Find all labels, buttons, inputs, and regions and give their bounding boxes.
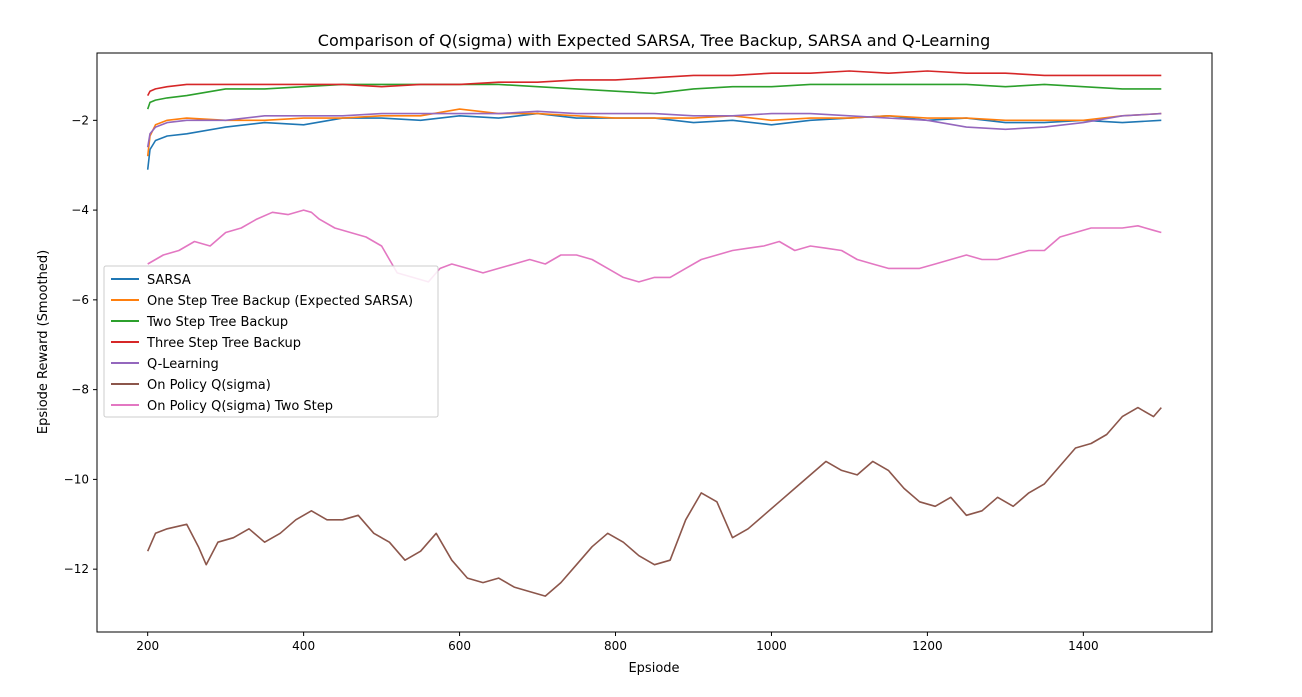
y-tick-label: −10	[64, 472, 89, 486]
y-axis-label: Epsiode Reward (Smoothed)	[36, 250, 51, 434]
x-tick-label: 1200	[912, 639, 943, 653]
y-tick-label: −6	[71, 293, 89, 307]
legend-label-1: One Step Tree Backup (Expected SARSA)	[147, 294, 413, 309]
series-line-4	[146, 110, 1162, 148]
legend-label-6: On Policy Q(sigma) Two Step	[147, 399, 333, 414]
ticks-layer: 200 400 600 800 1000 1200 1400 −12 −10 −8 −6 −4 −2	[64, 113, 1099, 653]
y-tick-label: −4	[71, 203, 89, 217]
series-line-3	[146, 70, 1162, 96]
x-tick-label: 1000	[756, 639, 787, 653]
x-tick-label: 1400	[1068, 639, 1099, 653]
legend-label-5: On Policy Q(sigma)	[147, 378, 271, 393]
series-line-6	[147, 209, 1162, 283]
legend-label-4: Q-Learning	[147, 357, 219, 372]
series-line-2	[146, 83, 1162, 110]
legend-label-2: Two Step Tree Backup	[146, 315, 288, 330]
y-tick-label: −2	[71, 113, 89, 127]
legend-box	[103, 265, 439, 418]
x-axis-label: Epsiode	[628, 661, 679, 676]
legend-label-0: SARSA	[147, 273, 191, 288]
x-tick-label: 400	[292, 639, 315, 653]
legend-label-3: Three Step Tree Backup	[146, 336, 301, 351]
chart-title: Comparison of Q(sigma) with Expected SAR…	[318, 31, 990, 50]
x-tick-label: 800	[604, 639, 627, 653]
series-line-5	[146, 406, 1162, 597]
y-tick-label: −12	[64, 562, 89, 576]
y-tick-label: −8	[71, 383, 89, 397]
legend: SARSA One Step Tree Backup (Expected SARS…	[103, 265, 439, 418]
x-tick-label: 600	[448, 639, 471, 653]
plot-frame	[96, 52, 1213, 633]
x-tick-label: 200	[136, 639, 159, 653]
series-layer	[146, 70, 1162, 597]
